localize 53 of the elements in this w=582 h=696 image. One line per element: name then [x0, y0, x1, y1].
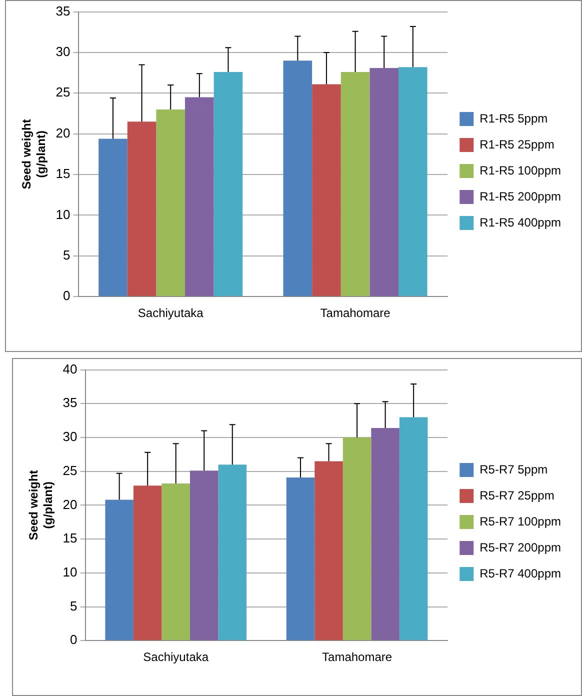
legend-label: R5-R7 200ppm	[480, 540, 562, 554]
legend-label: R5-R7 400ppm	[480, 566, 562, 580]
legend-label: R1-R5 25ppm	[480, 137, 554, 152]
bar	[98, 138, 128, 296]
bar	[286, 477, 315, 640]
bar	[283, 60, 312, 296]
bar	[370, 68, 398, 296]
x-tick-label: Tamahomare	[320, 306, 391, 320]
y-tick-label: 5	[63, 247, 70, 262]
bar	[162, 484, 190, 640]
x-tick-label: Sachiyutaka	[138, 306, 204, 320]
bar	[190, 470, 218, 640]
bar	[340, 72, 370, 296]
legend-label: R5-R7 25ppm	[480, 488, 554, 502]
bar	[342, 438, 372, 640]
y-tick-label: 35	[56, 3, 70, 18]
bar	[185, 97, 214, 296]
bar	[214, 72, 243, 296]
y-tick-label: 25	[62, 462, 78, 478]
y-tick-label: 0	[70, 632, 78, 648]
y-tick-label: 10	[56, 206, 70, 222]
bar	[398, 67, 428, 296]
legend-label: R5-R7 5ppm	[480, 462, 548, 476]
legend-label: R1-R5 400ppm	[480, 215, 562, 230]
y-axis-title: Seed weight (g/plant)	[20, 119, 48, 190]
y-tick-label: 40	[62, 361, 78, 376]
y-tick-label: 30	[62, 429, 78, 444]
y-axis-title: Seed weight (g/plant)	[26, 470, 55, 540]
bar	[127, 122, 156, 296]
y-tick-label: 5	[70, 598, 78, 614]
bar	[371, 428, 400, 640]
y-tick-label: 30	[56, 44, 70, 60]
x-tick-label: Tamahomare	[322, 650, 392, 664]
bar	[399, 417, 428, 640]
bar	[218, 464, 247, 640]
legend-label: R1-R5 200ppm	[480, 189, 562, 204]
y-tick-label: 0	[63, 288, 70, 304]
y-tick-label: 25	[56, 84, 70, 100]
bar	[314, 461, 343, 640]
bar	[156, 109, 186, 296]
bar	[133, 486, 162, 640]
x-tick-label: Sachiyutaka	[143, 650, 209, 664]
y-tick-label: 35	[62, 395, 78, 410]
legend-label: R1-R5 5ppm	[480, 111, 548, 126]
legend-label: R5-R7 100ppm	[480, 514, 562, 528]
legend-label: R1-R5 100ppm	[480, 163, 562, 178]
y-tick-label: 15	[56, 166, 70, 182]
y-tick-label: 20	[62, 496, 78, 512]
y-tick-label: 10	[62, 564, 78, 580]
bar	[105, 500, 134, 640]
y-tick-label: 20	[56, 125, 70, 140]
bar	[312, 84, 341, 296]
y-tick-label: 15	[62, 530, 78, 546]
